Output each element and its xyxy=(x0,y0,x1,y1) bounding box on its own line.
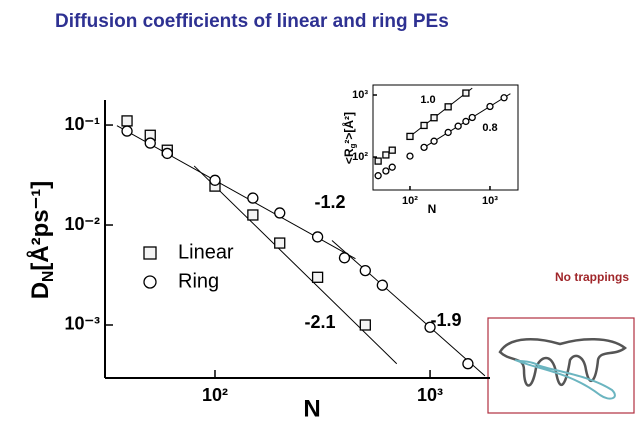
y-tick-label: 10³ xyxy=(352,89,368,101)
inset-frame xyxy=(372,84,519,191)
y-axis-label: <Rg²>[Å²] xyxy=(341,112,357,164)
marker-circle xyxy=(462,117,470,126)
marker-circle xyxy=(406,152,414,160)
y-axis-label: DN[Å²ps⁻¹] xyxy=(26,181,57,300)
marker-circle xyxy=(374,172,382,180)
marker-circle xyxy=(274,207,286,219)
marker-square xyxy=(359,319,371,331)
marker-square xyxy=(388,146,396,154)
marker-circle xyxy=(486,102,494,111)
marker-circle xyxy=(209,174,221,186)
marker-circle xyxy=(311,231,324,243)
marker-circle xyxy=(500,94,508,102)
marker-circle xyxy=(143,275,157,289)
marker-square xyxy=(311,271,324,283)
x-axis-label: N xyxy=(428,202,437,216)
marker-square xyxy=(247,209,259,221)
polymer-sketch xyxy=(487,317,635,414)
fit-label: -1.9 xyxy=(430,310,461,330)
fit-line xyxy=(193,165,398,365)
marker-square xyxy=(121,115,133,127)
marker-circle xyxy=(121,125,133,137)
marker-circle xyxy=(430,137,438,145)
marker-square xyxy=(274,237,286,249)
fit-line xyxy=(409,87,473,137)
x-tick-label: 10² xyxy=(202,385,228,405)
marker-circle xyxy=(388,163,396,171)
marker-square xyxy=(406,132,414,141)
fit-label: -2.1 xyxy=(304,312,335,332)
legend-label: Linear xyxy=(178,241,234,263)
marker-circle xyxy=(420,143,428,152)
marker-circle xyxy=(247,192,259,204)
y-label-subscript: N xyxy=(40,271,57,282)
marker-circle xyxy=(424,321,436,333)
marker-circle xyxy=(468,113,476,122)
y-label-unit: ²>[Å²] xyxy=(341,112,356,144)
marker-square xyxy=(462,89,470,97)
marker-square xyxy=(420,121,428,130)
legend-label: Ring xyxy=(178,270,219,292)
marker-square xyxy=(143,246,157,260)
chart: 10² 10³ 10² 10³ N <Rg²>[Å²] 1.0 0.8 xyxy=(341,84,519,216)
x-tick-label: 10³ xyxy=(482,195,498,207)
x-tick-label: 10² xyxy=(402,195,418,207)
y-label-unit: [Å²ps⁻¹] xyxy=(26,181,54,271)
marker-square xyxy=(444,103,452,111)
y-label-symbol: D xyxy=(27,282,54,299)
y-tick-label: 10⁻¹ xyxy=(64,114,100,134)
marker-circle xyxy=(359,264,371,277)
marker-circle xyxy=(462,358,474,370)
marker-circle xyxy=(338,252,351,264)
y-label-subscript: g xyxy=(349,143,358,148)
fit-label: 1.0 xyxy=(420,94,435,106)
y-label-symbol: <R xyxy=(342,148,356,164)
slide-title: Diffusion coefficients of linear and rin… xyxy=(55,11,449,32)
side-note: No trappings xyxy=(555,270,629,284)
fit-label: -1.2 xyxy=(314,192,345,212)
marker-circle xyxy=(161,147,173,160)
marker-square xyxy=(430,114,438,122)
marker-circle xyxy=(444,128,452,137)
marker-circle xyxy=(144,137,156,149)
y-tick-label: 10⁻² xyxy=(64,214,100,234)
x-axis-label: N xyxy=(303,395,320,422)
marker-circle xyxy=(454,122,462,130)
fit-line xyxy=(331,240,486,377)
y-tick-label: 10⁻³ xyxy=(64,314,100,334)
marker-square xyxy=(374,157,382,165)
x-tick-label: 10³ xyxy=(417,385,443,405)
marker-circle xyxy=(376,279,388,291)
marker-circle xyxy=(382,167,390,175)
fit-label: 0.8 xyxy=(482,122,497,134)
marker-square xyxy=(382,151,390,159)
y-tick-label: 10² xyxy=(352,151,368,163)
